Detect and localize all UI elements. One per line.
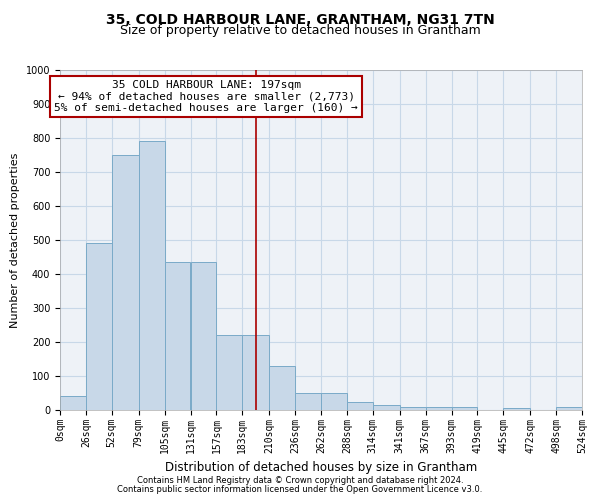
Bar: [242, 335, 269, 410]
Bar: [112, 155, 139, 410]
Bar: [425, 406, 452, 410]
Bar: [191, 262, 217, 410]
Y-axis label: Number of detached properties: Number of detached properties: [10, 152, 20, 328]
Bar: [139, 142, 164, 410]
Text: Contains public sector information licensed under the Open Government Licence v3: Contains public sector information licen…: [118, 485, 482, 494]
Bar: [86, 244, 112, 410]
Text: Contains HM Land Registry data © Crown copyright and database right 2024.: Contains HM Land Registry data © Crown c…: [137, 476, 463, 485]
Bar: [321, 393, 347, 410]
X-axis label: Distribution of detached houses by size in Grantham: Distribution of detached houses by size …: [165, 461, 477, 474]
Text: Size of property relative to detached houses in Grantham: Size of property relative to detached ho…: [119, 24, 481, 37]
Bar: [295, 393, 321, 410]
Bar: [347, 402, 373, 410]
Bar: [556, 406, 582, 410]
Bar: [503, 408, 530, 410]
Text: 35, COLD HARBOUR LANE, GRANTHAM, NG31 7TN: 35, COLD HARBOUR LANE, GRANTHAM, NG31 7T…: [106, 12, 494, 26]
Text: 35 COLD HARBOUR LANE: 197sqm
← 94% of detached houses are smaller (2,773)
5% of : 35 COLD HARBOUR LANE: 197sqm ← 94% of de…: [54, 80, 358, 114]
Bar: [217, 335, 242, 410]
Bar: [164, 262, 190, 410]
Bar: [452, 406, 478, 410]
Bar: [400, 406, 425, 410]
Bar: [60, 396, 86, 410]
Bar: [269, 366, 295, 410]
Bar: [373, 405, 400, 410]
